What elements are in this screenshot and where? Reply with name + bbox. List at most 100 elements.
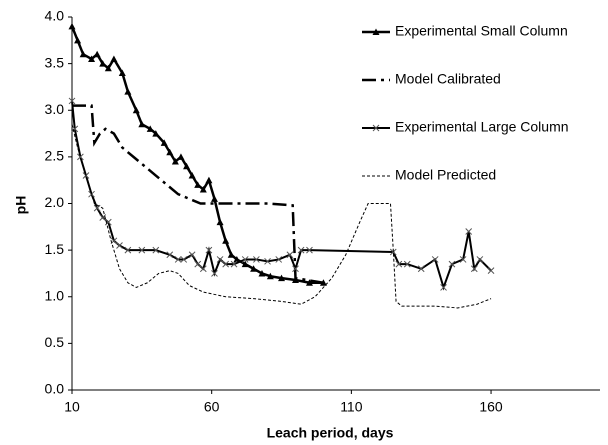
marker — [216, 218, 224, 226]
marker — [448, 260, 456, 268]
marker — [77, 153, 84, 161]
y-tick-label: 0.5 — [45, 334, 65, 350]
marker — [210, 195, 218, 202]
y-tick-label: 0.0 — [45, 381, 65, 397]
marker — [166, 251, 174, 259]
marker — [286, 251, 294, 259]
marker — [68, 22, 76, 30]
marker — [110, 55, 118, 62]
marker — [253, 256, 260, 263]
marker — [297, 246, 305, 254]
marker — [222, 260, 230, 268]
marker — [166, 148, 174, 156]
marker — [68, 97, 76, 105]
marker — [305, 279, 313, 286]
marker — [104, 218, 112, 226]
legend-label: Model Predicted — [395, 167, 496, 183]
marker — [88, 55, 96, 62]
y-tick-label: 3.0 — [45, 101, 65, 117]
marker — [431, 256, 439, 263]
marker — [146, 125, 154, 132]
marker — [152, 130, 160, 137]
y-tick-label: 3.5 — [45, 54, 65, 70]
marker — [188, 172, 196, 179]
marker — [264, 257, 271, 265]
x-tick-label: 60 — [204, 399, 220, 415]
y-tick-label: 2.5 — [45, 148, 65, 164]
marker — [116, 242, 123, 249]
marker — [306, 246, 313, 254]
y-tick-label: 4.0 — [45, 8, 65, 24]
marker — [291, 276, 299, 283]
marker — [183, 162, 191, 170]
y-tick-label: 2.0 — [45, 194, 65, 210]
x-tick-label: 160 — [479, 399, 503, 415]
marker — [275, 256, 283, 263]
y-tick-label: 1.5 — [45, 241, 65, 257]
marker — [124, 88, 132, 95]
marker — [138, 246, 146, 254]
marker — [205, 246, 213, 254]
marker — [194, 260, 202, 268]
marker — [205, 176, 213, 184]
marker — [403, 260, 411, 268]
marker — [470, 265, 478, 273]
series-line — [71, 124, 492, 309]
marker — [118, 69, 126, 76]
marker — [177, 153, 185, 160]
marker — [104, 64, 112, 72]
marker — [171, 158, 179, 165]
marker — [99, 214, 107, 221]
marker — [258, 269, 266, 277]
legend-label: Experimental Large Column — [395, 119, 569, 135]
marker — [476, 256, 484, 263]
marker — [465, 228, 473, 235]
marker — [199, 186, 207, 193]
marker — [266, 272, 274, 280]
marker — [199, 265, 207, 273]
marker — [222, 237, 230, 244]
marker — [230, 260, 238, 268]
marker — [459, 256, 467, 263]
marker — [487, 267, 495, 274]
marker — [82, 172, 90, 179]
marker — [372, 124, 380, 132]
marker — [389, 248, 397, 256]
marker — [99, 60, 107, 67]
marker — [250, 265, 258, 272]
marker — [417, 265, 425, 273]
marker — [372, 28, 380, 35]
marker — [292, 265, 299, 273]
series-line — [70, 25, 324, 285]
marker — [395, 260, 403, 268]
y-tick-label: 1.0 — [45, 287, 65, 303]
marker — [152, 246, 160, 254]
y-axis-label: pH — [13, 196, 29, 215]
marker — [74, 36, 82, 44]
marker — [211, 270, 218, 277]
legend-label: Experimental Small Column — [395, 23, 568, 39]
marker — [194, 181, 202, 188]
x-tick-label: 110 — [340, 399, 363, 415]
marker — [174, 256, 182, 263]
x-axis-label: Leach period, days — [267, 425, 394, 441]
marker — [440, 284, 447, 291]
marker — [216, 256, 224, 263]
marker — [227, 251, 235, 258]
marker — [79, 50, 87, 58]
marker — [124, 246, 132, 254]
marker — [278, 274, 286, 282]
marker — [180, 256, 188, 263]
legend-label: Model Calibrated — [395, 71, 501, 87]
marker — [241, 256, 249, 263]
marker — [241, 260, 249, 268]
marker — [93, 50, 101, 58]
marker — [233, 255, 241, 263]
marker — [132, 106, 140, 114]
marker — [138, 120, 146, 128]
marker — [160, 139, 168, 146]
x-tick-label: 10 — [64, 399, 80, 415]
marker — [188, 251, 196, 259]
